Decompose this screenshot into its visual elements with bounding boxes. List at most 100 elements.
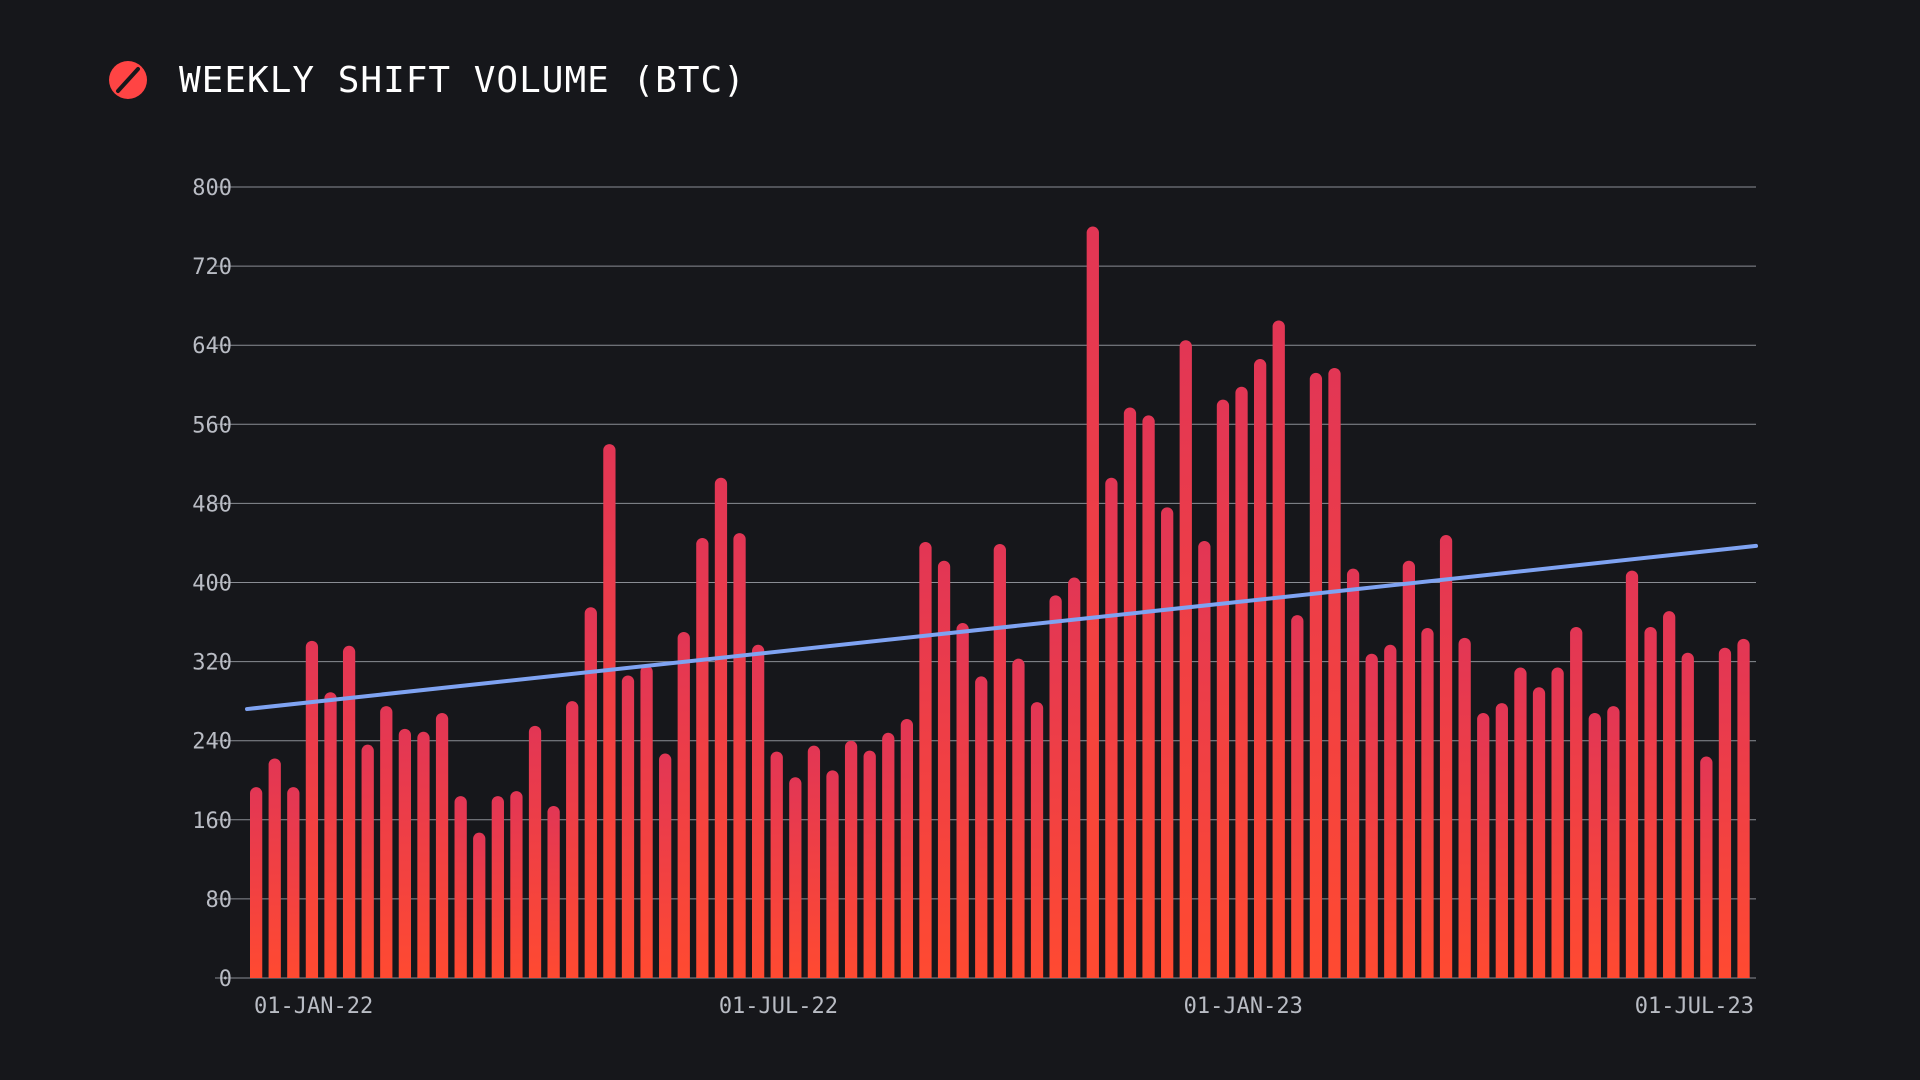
- bar: [380, 706, 393, 978]
- bar: [1384, 644, 1397, 978]
- bar: [250, 787, 263, 978]
- bar: [1625, 570, 1639, 978]
- bar: [268, 758, 281, 978]
- bar: [1681, 652, 1694, 978]
- bar: [417, 731, 430, 978]
- bar: [621, 675, 635, 978]
- bar: [752, 644, 765, 978]
- bar-series: [250, 226, 1750, 979]
- bar: [696, 538, 709, 978]
- bar: [807, 745, 821, 978]
- bar: [566, 701, 579, 978]
- bar: [528, 725, 542, 978]
- bar: [789, 777, 802, 978]
- bar: [1588, 713, 1601, 978]
- bar: [473, 832, 486, 978]
- bar: [342, 645, 356, 978]
- y-tick-label: 0: [219, 967, 232, 992]
- x-tick-label: 01-JAN-23: [1184, 994, 1303, 1019]
- bar: [1458, 637, 1471, 978]
- y-tick-label: 80: [206, 888, 233, 913]
- bar: [1161, 507, 1174, 978]
- bar: [1105, 477, 1118, 978]
- bar: [491, 796, 504, 978]
- trendline: [245, 543, 1758, 712]
- bar: [547, 805, 560, 978]
- bar: [677, 631, 690, 978]
- chart-title: WEEKLY SHIFT VOLUME (BTC): [179, 60, 746, 101]
- bar: [993, 543, 1006, 978]
- bar: [1551, 667, 1564, 978]
- bar: [1421, 627, 1434, 978]
- y-tick-label: 800: [192, 176, 232, 201]
- bar: [714, 477, 728, 978]
- y-tick-label: 720: [192, 255, 232, 280]
- bar: [1644, 626, 1657, 978]
- bar: [1179, 340, 1192, 978]
- slash-circle-icon: [109, 61, 147, 99]
- bar: [826, 770, 839, 978]
- bar: [510, 791, 523, 978]
- bar: [1291, 615, 1304, 978]
- bar: [1309, 372, 1323, 979]
- bar: [640, 665, 653, 978]
- bar: [975, 676, 988, 978]
- bar: [1718, 647, 1732, 978]
- bar: [324, 692, 337, 978]
- bar: [1514, 667, 1527, 978]
- y-tick-label: 320: [192, 651, 232, 676]
- y-axis: 0 80 160 240 320 400 480 560 640 720 800: [192, 176, 232, 992]
- bar: [733, 533, 746, 978]
- bar: [435, 713, 449, 978]
- bar: [1012, 658, 1025, 978]
- bar: [1495, 703, 1508, 978]
- y-tick-label: 400: [192, 572, 232, 597]
- y-tick-label: 480: [192, 492, 232, 517]
- bar: [1663, 611, 1676, 978]
- bar: [1607, 706, 1620, 978]
- bar: [659, 753, 672, 978]
- bar: [1402, 560, 1416, 978]
- bar: [361, 744, 374, 978]
- bar: [1068, 577, 1081, 978]
- bar: [287, 787, 300, 978]
- bar: [1477, 713, 1490, 978]
- bar: [1030, 702, 1044, 978]
- bar: [863, 750, 876, 978]
- bar: [398, 728, 412, 978]
- trendline-layer: [245, 543, 1758, 712]
- bar: [1272, 320, 1285, 978]
- bar: [1235, 386, 1248, 978]
- bar: [603, 444, 616, 978]
- bar: [1365, 653, 1378, 978]
- x-axis: 01-JAN-22 01-JUL-22 01-JAN-23 01-JUL-23: [254, 994, 1754, 1019]
- bar: [1049, 595, 1062, 978]
- bar: [1142, 415, 1155, 978]
- bar: [937, 560, 951, 978]
- y-tick-label: 560: [192, 413, 232, 438]
- bar: [1532, 687, 1546, 978]
- y-tick-label: 160: [192, 809, 232, 834]
- bar: [1700, 756, 1713, 978]
- bar: [919, 541, 932, 978]
- bar: [584, 607, 597, 978]
- bar: [1254, 359, 1267, 979]
- bar: [1439, 535, 1453, 978]
- bar: [1570, 626, 1583, 978]
- bar: [900, 718, 914, 978]
- bar: [770, 751, 783, 978]
- bar: [1346, 568, 1360, 978]
- bar: [882, 732, 895, 978]
- bar: [1216, 399, 1230, 978]
- bar: [1086, 226, 1099, 979]
- bar: [1198, 540, 1211, 978]
- bar: [1737, 638, 1750, 978]
- x-tick-label: 01-JAN-22: [254, 994, 373, 1019]
- chart-header: WEEKLY SHIFT VOLUME (BTC): [109, 60, 746, 101]
- bar: [844, 740, 858, 978]
- x-tick-label: 01-JUL-23: [1635, 994, 1754, 1019]
- bar: [1328, 367, 1341, 978]
- bar: [305, 640, 319, 978]
- x-tick-label: 01-JUL-22: [719, 994, 838, 1019]
